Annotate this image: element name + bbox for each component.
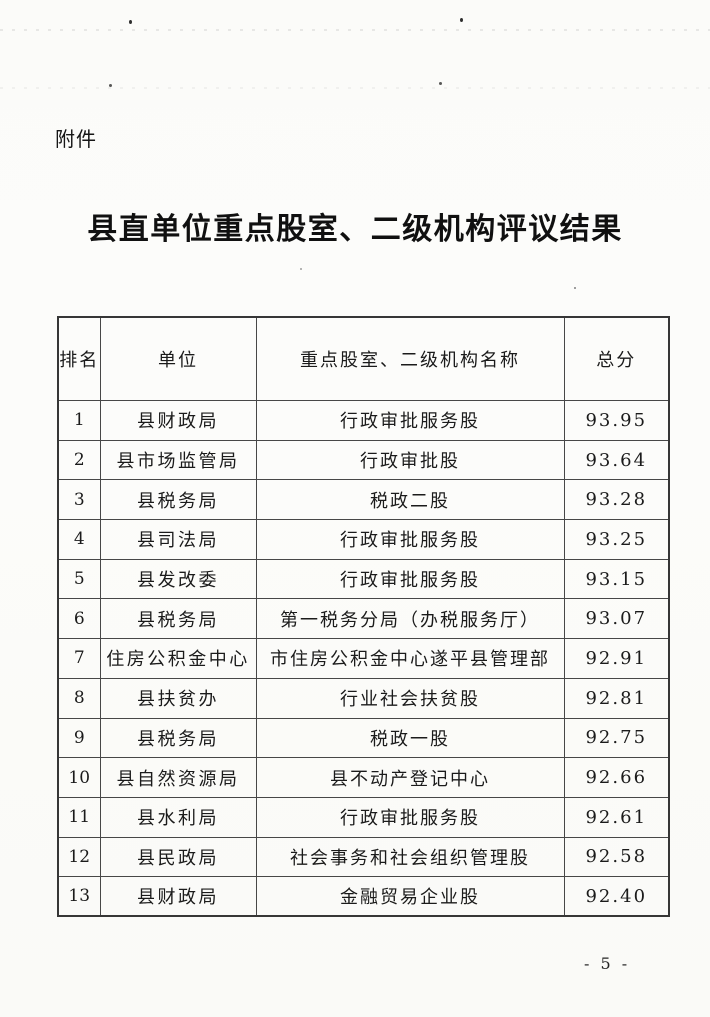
cell-unit: 县民政局: [99, 836, 257, 878]
cell-score: 92.58: [563, 836, 670, 878]
cell-score: 92.40: [563, 876, 670, 917]
table-row: 13 县财政局 金融贸易企业股 92.40: [57, 876, 670, 917]
cell-score: 93.64: [563, 439, 670, 481]
cell-unit: 县扶贫办: [99, 677, 257, 719]
page-title: 县直单位重点股室、二级机构评议结果: [87, 212, 623, 247]
cell-rank: 12: [57, 836, 101, 878]
cell-name: 行政审批股: [255, 439, 565, 481]
cell-score: 93.95: [563, 400, 670, 441]
cell-unit: 县自然资源局: [99, 757, 257, 798]
cell-unit: 县司法局: [99, 519, 257, 560]
cell-name: 行政审批服务股: [255, 558, 565, 600]
cell-name: 行政审批服务股: [255, 519, 565, 560]
cell-unit: 县发改委: [99, 558, 257, 600]
table-header-row: 排名 单位 重点股室、二级机构名称 总分: [57, 316, 670, 401]
scan-speck: [460, 18, 463, 22]
scan-speck: [109, 84, 112, 87]
cell-name: 行政审批服务股: [255, 796, 565, 838]
cell-rank: 1: [57, 400, 101, 441]
attachment-label: 附件: [55, 127, 97, 151]
col-header-name: 重点股室、二级机构名称: [255, 316, 565, 401]
cell-score: 93.28: [563, 479, 670, 521]
cell-name: 税政二股: [255, 479, 565, 521]
cell-score: 92.61: [563, 796, 670, 838]
cell-rank: 4: [57, 519, 101, 560]
cell-unit: 县税务局: [99, 598, 257, 640]
cell-name: 市住房公积金中心遂平县管理部: [255, 638, 565, 679]
cell-unit: 县税务局: [99, 717, 257, 759]
cell-unit: 县市场监管局: [99, 439, 257, 481]
cell-rank: 5: [57, 558, 101, 600]
cell-score: 93.15: [563, 558, 670, 600]
cell-unit: 县财政局: [99, 876, 257, 917]
cell-rank: 9: [57, 717, 101, 759]
results-table: 排名 单位 重点股室、二级机构名称 总分 1 县财政局 行政审批服务股 93.95 2 县…: [57, 316, 670, 918]
table-row: 4 县司法局 行政审批服务股 93.25: [57, 519, 670, 560]
scan-speck: [300, 268, 302, 270]
page-number: - 5 -: [584, 954, 631, 973]
cell-score: 93.25: [563, 519, 670, 560]
table-header: 排名 单位 重点股室、二级机构名称 总分: [57, 316, 670, 401]
cell-unit: 住房公积金中心: [99, 638, 257, 679]
table-row: 7 住房公积金中心 市住房公积金中心遂平县管理部 92.91: [57, 638, 670, 679]
cell-name: 行业社会扶贫股: [255, 677, 565, 719]
cell-name: 县不动产登记中心: [255, 757, 565, 798]
cell-score: 93.07: [563, 598, 670, 640]
cell-score: 92.75: [563, 717, 670, 759]
table-row: 1 县财政局 行政审批服务股 93.95: [57, 400, 670, 441]
table-row: 2 县市场监管局 行政审批股 93.64: [57, 439, 670, 481]
table-row: 9 县税务局 税政一股 92.75: [57, 717, 670, 759]
cell-rank: 3: [57, 479, 101, 521]
cell-score: 92.91: [563, 638, 670, 679]
cell-unit: 县税务局: [99, 479, 257, 521]
cell-rank: 11: [57, 796, 101, 838]
table-row: 5 县发改委 行政审批服务股 93.15: [57, 558, 670, 600]
cell-rank: 7: [57, 638, 101, 679]
cell-unit: 县财政局: [99, 400, 257, 441]
table-row: 10 县自然资源局 县不动产登记中心 92.66: [57, 757, 670, 798]
cell-rank: 2: [57, 439, 101, 481]
table-row: 8 县扶贫办 行业社会扶贫股 92.81: [57, 677, 670, 719]
cell-name: 税政一股: [255, 717, 565, 759]
cell-score: 92.81: [563, 677, 670, 719]
cell-rank: 6: [57, 598, 101, 640]
col-header-rank: 排名: [57, 316, 101, 401]
scan-speck: [574, 287, 576, 289]
cell-name: 第一税务分局（办税服务厅）: [255, 598, 565, 640]
scan-noise-line: [0, 87, 710, 89]
table-row: 3 县税务局 税政二股 93.28: [57, 479, 670, 521]
cell-name: 金融贸易企业股: [255, 876, 565, 917]
cell-name: 社会事务和社会组织管理股: [255, 836, 565, 878]
table-row: 12 县民政局 社会事务和社会组织管理股 92.58: [57, 836, 670, 878]
scan-speck: [129, 20, 132, 24]
table-row: 11 县水利局 行政审批服务股 92.61: [57, 796, 670, 838]
cell-rank: 8: [57, 677, 101, 719]
scan-speck: [439, 82, 442, 85]
cell-score: 92.66: [563, 757, 670, 798]
cell-rank: 10: [57, 757, 101, 798]
col-header-unit: 单位: [99, 316, 257, 401]
cell-unit: 县水利局: [99, 796, 257, 838]
cell-name: 行政审批服务股: [255, 400, 565, 441]
cell-rank: 13: [57, 876, 101, 917]
scan-noise-line: [0, 29, 710, 31]
table-body: 1 县财政局 行政审批服务股 93.95 2 县市场监管局 行政审批股 93.64 3 县税务局税…: [57, 400, 670, 917]
table-row: 6 县税务局 第一税务分局（办税服务厅） 93.07: [57, 598, 670, 640]
col-header-score: 总分: [563, 316, 670, 401]
